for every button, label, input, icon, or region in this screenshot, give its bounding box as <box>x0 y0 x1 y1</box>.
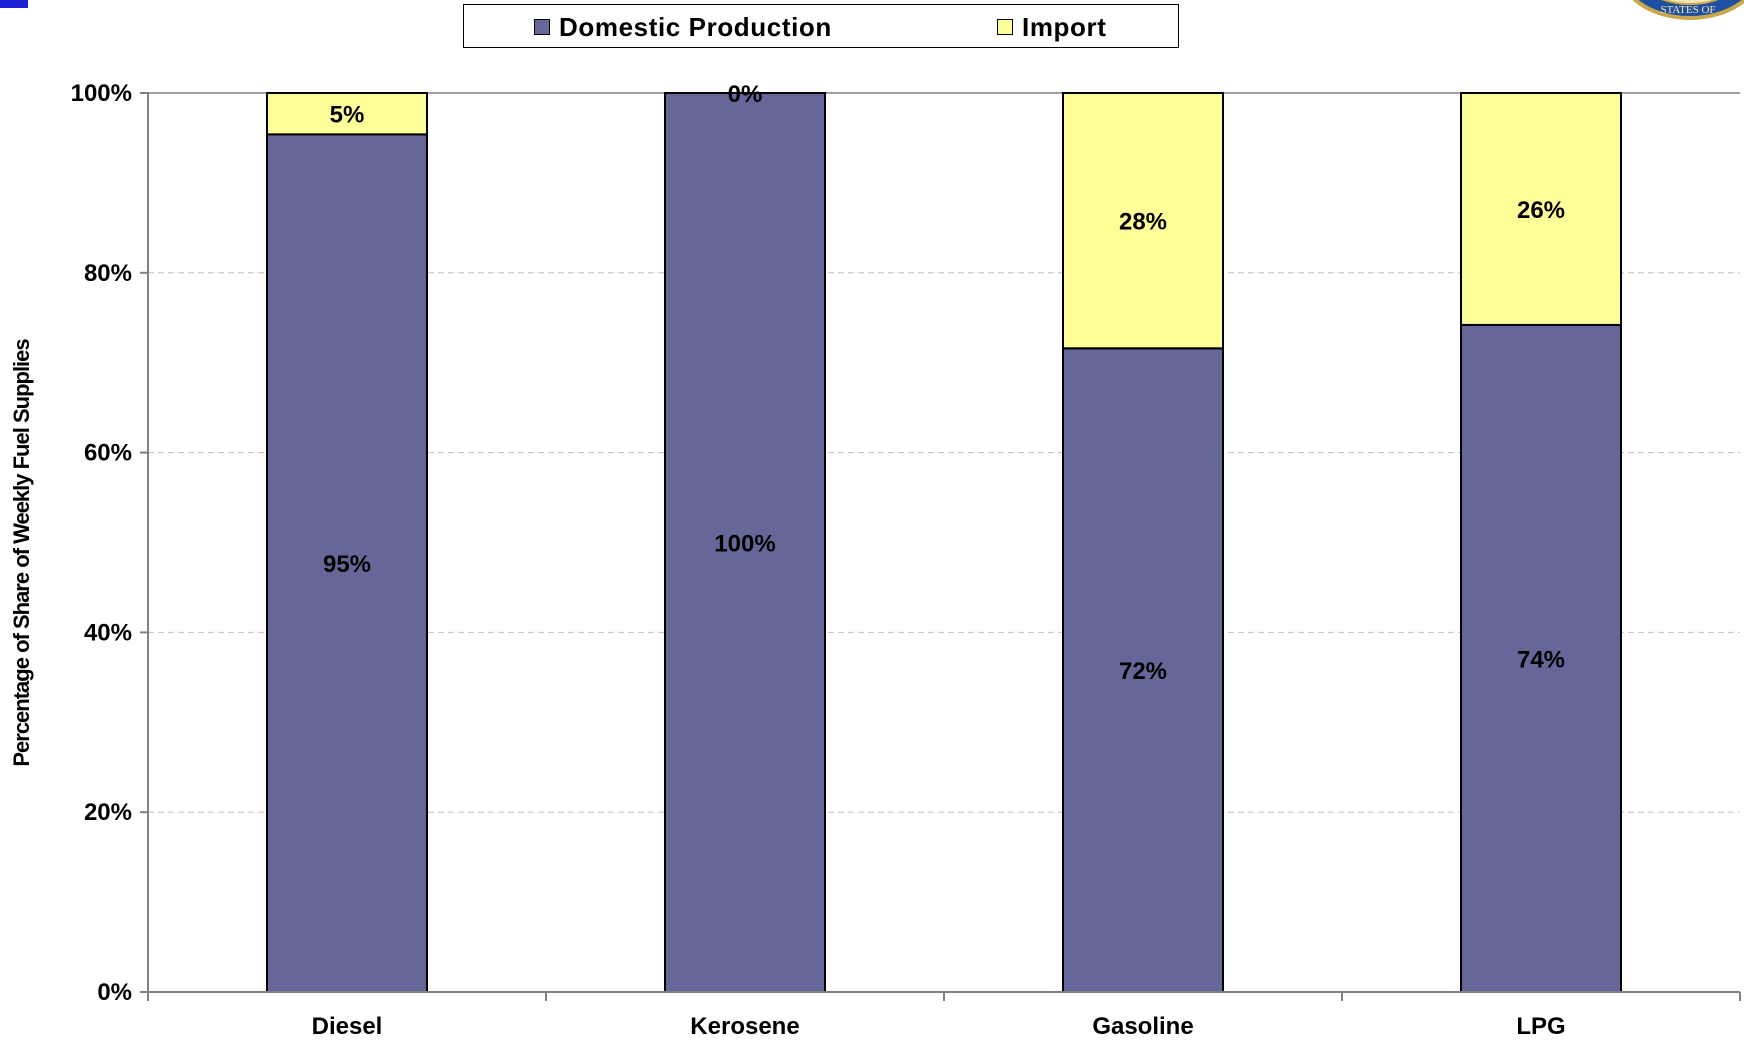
y-tick-label-0: 0% <box>97 979 132 1006</box>
x-tick-label-lpg: LPG <box>1516 1013 1565 1040</box>
bars <box>266 92 1622 994</box>
bar-lpg-domestic <box>1460 323 1622 993</box>
y-tick-label-40: 40% <box>84 619 132 646</box>
bar-gasoline-import <box>1062 92 1224 350</box>
bar-kerosene-domestic <box>664 92 826 993</box>
bar-lpg-import <box>1460 92 1622 326</box>
bar-diesel-domestic <box>266 133 428 993</box>
y-tick-label-60: 60% <box>84 440 132 467</box>
bar-diesel-import <box>266 92 428 136</box>
data-label-gasoline-domestic: 72% <box>1119 658 1167 685</box>
legend-item-domestic: Domestic Production <box>534 5 832 49</box>
data-label-lpg-domestic: 74% <box>1517 646 1565 673</box>
legend-item-import: Import <box>997 5 1106 49</box>
x-tick-label-gasoline: Gasoline <box>1092 1013 1193 1040</box>
legend: Domestic Production Import <box>463 4 1179 48</box>
data-label-diesel-domestic: 95% <box>323 551 371 578</box>
data-label-kerosene-import: 0% <box>728 81 763 108</box>
data-label-diesel-import: 5% <box>330 102 365 129</box>
y-tick-label-20: 20% <box>84 799 132 826</box>
svg-text:STATES OF: STATES OF <box>1660 4 1715 16</box>
bar-gasoline-domestic <box>1062 347 1224 994</box>
legend-label-domestic: Domestic Production <box>559 11 832 42</box>
legend-label-import: Import <box>1022 11 1107 42</box>
x-tick-label-diesel: Diesel <box>312 1013 383 1040</box>
axes: Diesel Kerosene Gasoline LPG 0% 20% 40% 60% 80% 1… <box>71 80 1741 1040</box>
agency-seal-icon: STATES OF <box>1632 0 1744 20</box>
data-label-gasoline-import: 28% <box>1119 209 1167 236</box>
data-label-lpg-import: 26% <box>1517 197 1565 224</box>
y-tick-label-80: 80% <box>84 260 132 287</box>
data-labels: 95% 5% 100% 0% 72% 28% 74% 26% <box>323 81 1565 685</box>
legend-swatch-import <box>997 19 1013 35</box>
legend-swatch-domestic <box>534 19 550 35</box>
y-axis-label: Percentage of Share of Weekly Fuel Suppl… <box>9 339 34 767</box>
data-label-kerosene-domestic: 100% <box>714 531 775 558</box>
x-tick-label-kerosene: Kerosene <box>690 1013 799 1040</box>
y-tick-label-100: 100% <box>71 80 132 107</box>
slide-title-fragment <box>0 0 28 8</box>
